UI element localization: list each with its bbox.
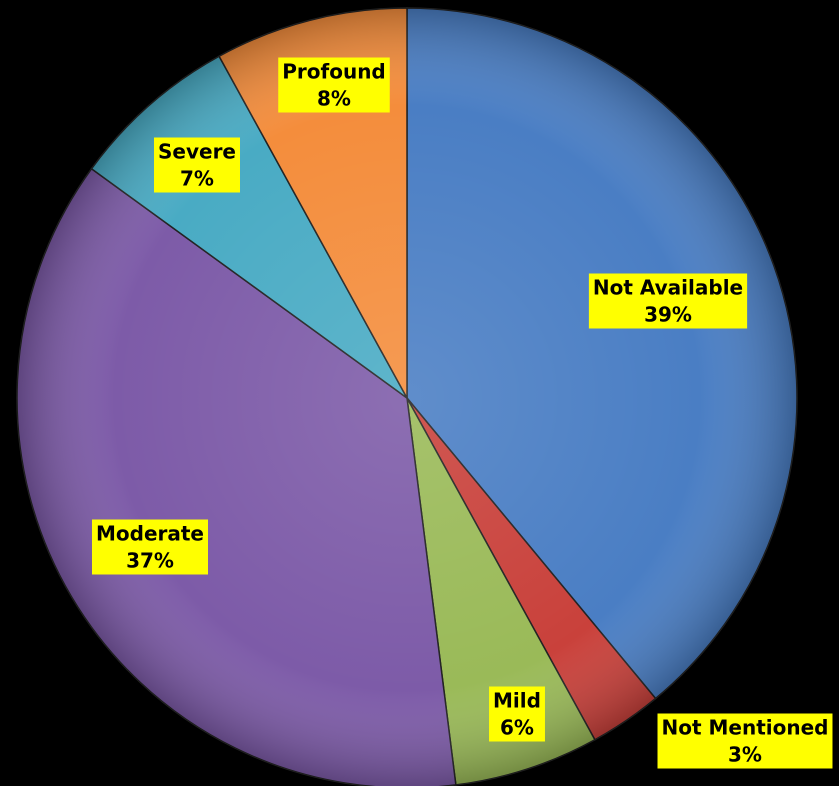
label-box bbox=[278, 57, 390, 113]
label-name: Profound bbox=[282, 60, 386, 84]
label-name: Severe bbox=[158, 140, 236, 164]
data-label: Mild 6% bbox=[489, 686, 545, 742]
label-value: 3% bbox=[728, 743, 762, 767]
label-value: 6% bbox=[500, 716, 534, 740]
label-box bbox=[489, 686, 545, 742]
label-box bbox=[154, 137, 240, 193]
label-value: 39% bbox=[644, 303, 692, 327]
data-label: Not Available 39% bbox=[588, 273, 748, 329]
data-label: Severe 7% bbox=[154, 137, 240, 193]
label-name: Moderate bbox=[96, 522, 204, 546]
label-value: 37% bbox=[126, 549, 174, 573]
label-value: 8% bbox=[317, 87, 351, 111]
label-value: 7% bbox=[180, 167, 214, 191]
data-label: Not Mentioned 3% bbox=[657, 713, 833, 769]
data-label: Profound 8% bbox=[278, 57, 390, 113]
label-box bbox=[588, 273, 748, 329]
label-name: Not Mentioned bbox=[662, 716, 829, 740]
data-label: Moderate 37% bbox=[91, 519, 209, 575]
label-box bbox=[91, 519, 209, 575]
label-name: Not Available bbox=[593, 276, 743, 300]
label-name: Mild bbox=[493, 689, 541, 713]
label-box bbox=[657, 713, 833, 769]
